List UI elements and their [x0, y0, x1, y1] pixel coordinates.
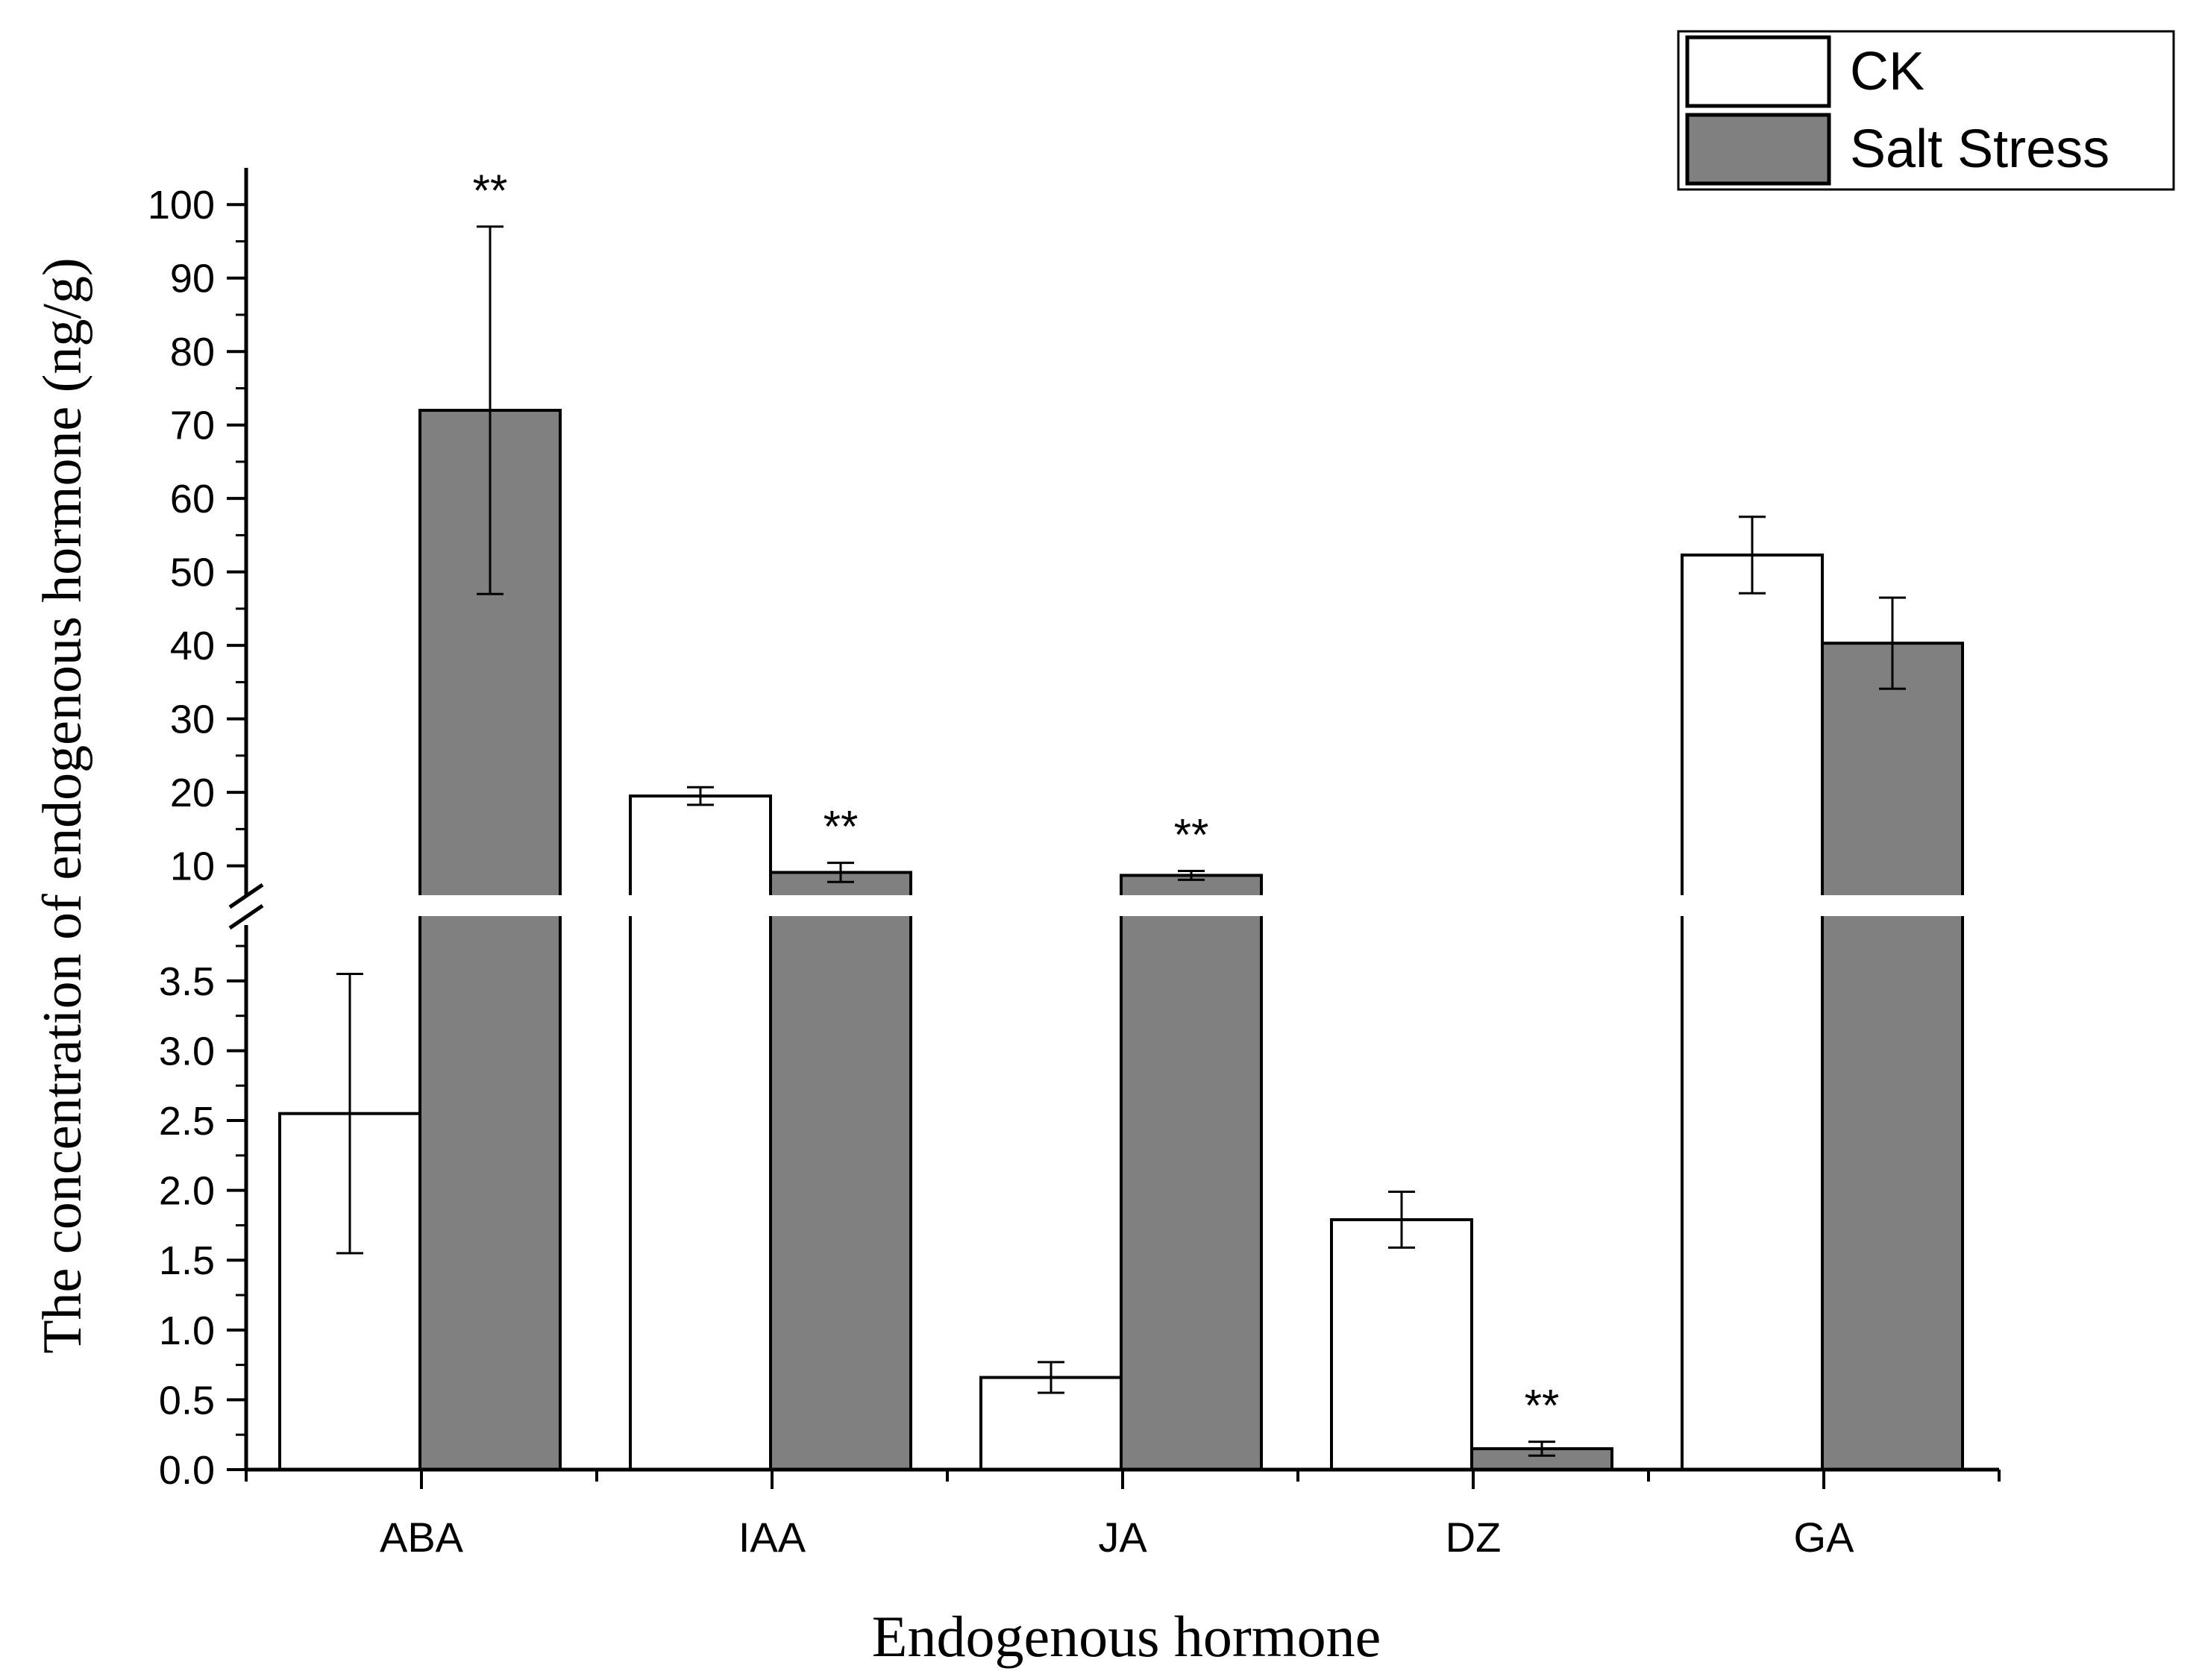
significance-mark-salt-stress-ja: **	[1174, 810, 1209, 860]
significance-mark-salt-stress-iaa: **	[824, 802, 859, 852]
y-tick-label-lower-0-0: 0.0	[159, 1448, 215, 1493]
error-bars-layer	[336, 225, 1906, 1457]
y-tick-label-upper-30: 30	[170, 698, 215, 742]
legend-label-ck: CK	[1850, 42, 1924, 101]
bar-salt-stress-iaa	[769, 871, 912, 1471]
y-tick-label-upper-20: 20	[170, 771, 215, 815]
y-tick-label-upper-50: 50	[170, 551, 215, 595]
bar-ck-ga	[1681, 554, 1824, 1471]
y-axis-title: The concentration of endogenous hormone …	[32, 257, 93, 1353]
y-tick-label-upper-10: 10	[170, 844, 215, 889]
y-tick-label-upper-80: 80	[170, 330, 215, 374]
y-tick-label-lower-2-0: 2.0	[159, 1169, 215, 1214]
bars-layer	[278, 409, 1964, 1472]
y-tick-label-upper-70: 70	[170, 404, 215, 448]
significance-mark-salt-stress-aba: **	[473, 166, 508, 216]
break-gap-salt-stress-ja	[1117, 895, 1266, 916]
break-gap-ck-ga	[1678, 895, 1827, 916]
y-tick-label-upper-90: 90	[170, 257, 215, 301]
break-gap-salt-stress-iaa	[766, 895, 915, 916]
y-tick-label-upper-60: 60	[170, 477, 215, 521]
axis-break-mark-bottom	[228, 903, 264, 930]
x-tick-label-aba: ABA	[380, 1514, 464, 1561]
legend-swatch-salt-stress	[1685, 113, 1831, 186]
axis-break-mark-top	[228, 883, 264, 909]
x-tick-label-ga: GA	[1794, 1514, 1855, 1561]
bar-salt-stress-ga	[1821, 642, 1964, 1471]
significance-layer: ** ** ** **	[473, 166, 1560, 1431]
x-tick-label-ja: JA	[1098, 1514, 1147, 1561]
y-tick-label-lower-2-5: 2.5	[159, 1099, 215, 1144]
bar-ck-dz	[1330, 1217, 1473, 1471]
y-tick-label-upper-100: 100	[148, 183, 215, 228]
x-axis-title: Endogenous hormone	[872, 1604, 1381, 1669]
y-tick-label-lower-3-5: 3.5	[159, 959, 215, 1004]
bar-salt-stress-ja	[1120, 874, 1263, 1471]
y-tick-label-lower-1-0: 1.0	[159, 1308, 215, 1353]
axis-break-layer	[415, 895, 1967, 916]
y-tick-label-lower-0-5: 0.5	[159, 1378, 215, 1423]
axes-layer: 0.0 0.5 1.0 1.5 2.0 2.5 3.0 3.5 10 20 30 40 50 60 70 80…	[148, 168, 2001, 1561]
significance-mark-salt-stress-dz: **	[1525, 1381, 1560, 1431]
legend-swatch-ck	[1685, 35, 1831, 108]
break-gap-salt-stress-ga	[1818, 895, 1967, 916]
x-tick-label-dz: DZ	[1446, 1514, 1502, 1561]
break-gap-ck-iaa	[626, 895, 775, 916]
break-gap-salt-stress-aba	[415, 895, 565, 916]
y-tick-label-lower-1-5: 1.5	[159, 1238, 215, 1283]
x-tick-label-iaa: IAA	[738, 1514, 806, 1561]
legend: CK Salt Stress	[1677, 30, 2175, 191]
legend-label-salt-stress: Salt Stress	[1850, 119, 2109, 179]
y-tick-label-lower-3-0: 3.0	[159, 1029, 215, 1073]
y-tick-label-upper-40: 40	[170, 624, 215, 668]
